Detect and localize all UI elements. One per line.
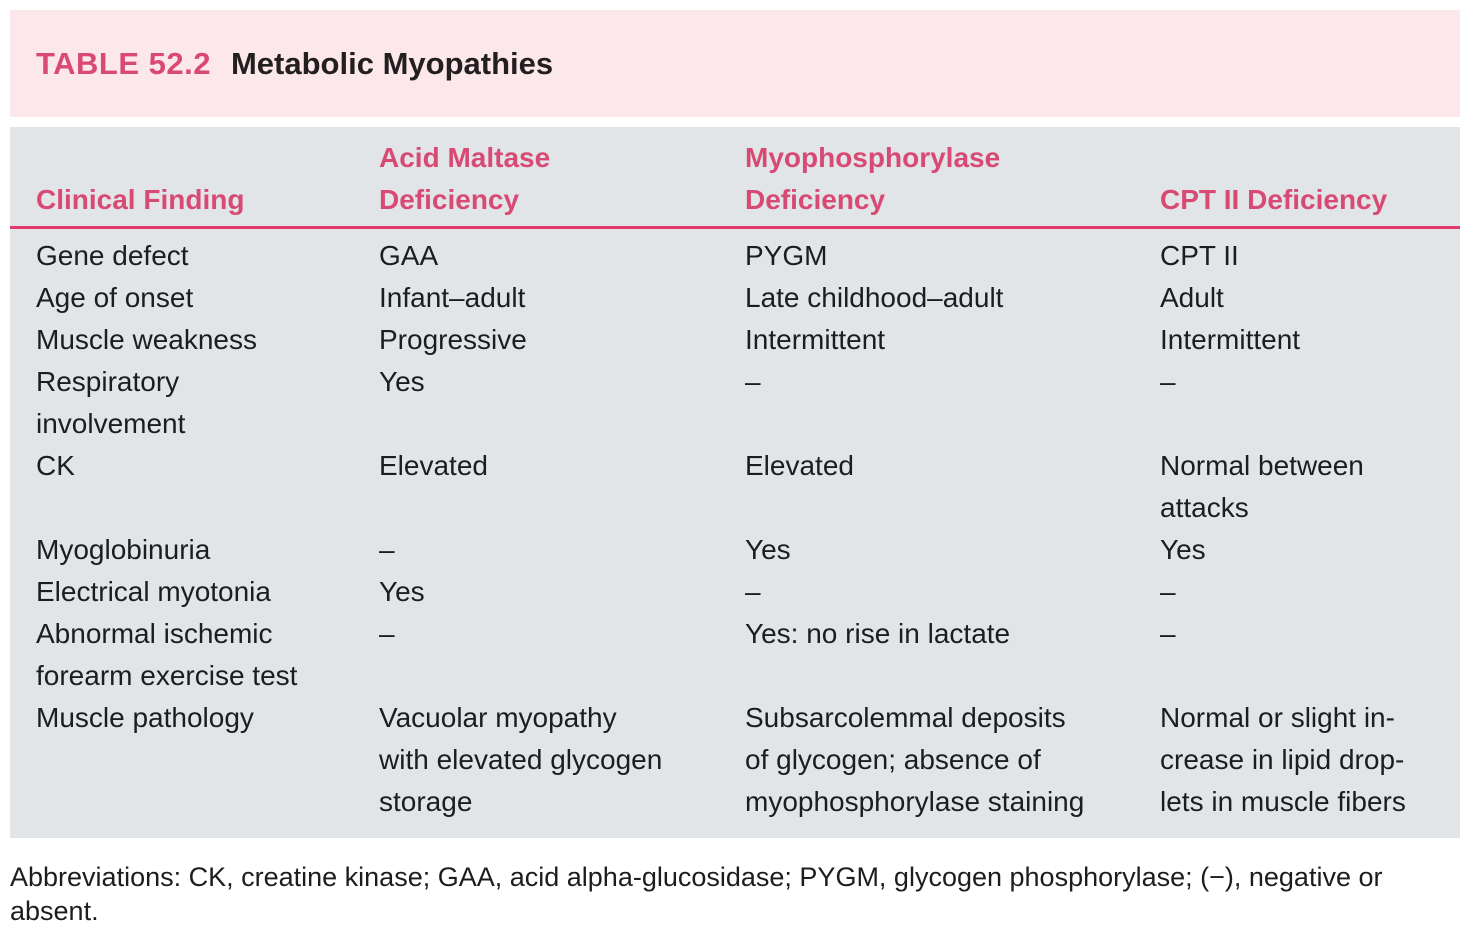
table-cell: – [1160, 576, 1176, 607]
table-row: Muscle pathology Vacuolar myopathy with … [10, 697, 1460, 823]
table-row: Respiratory involvement Yes – – [10, 361, 1460, 445]
table-cell: Yes [379, 366, 425, 397]
table-cell: Elevated [379, 450, 488, 481]
row-header-gene-defect: Gene defect [36, 240, 189, 271]
column-header-cpt-ii-deficiency: CPT II Deficiency [1160, 127, 1460, 229]
table-cell: Elevated [745, 450, 854, 481]
table-cell: PYGM [745, 240, 828, 271]
column-header-myophosphorylase-deficiency: Myophosphorylase Deficiency [745, 127, 1160, 229]
row-header-ck: CK [36, 450, 75, 481]
table-row: Electrical myotonia Yes – – [10, 571, 1460, 613]
table-cell: Vacuolar myopathy with elevated glycogen… [379, 702, 663, 817]
table-cell: – [1160, 618, 1176, 649]
table-cell: Yes [379, 576, 425, 607]
column-header-acid-maltase-deficiency: Acid Maltase Deficiency [379, 127, 745, 229]
table-cell: Infant–adult [379, 282, 526, 313]
table-row: Gene defect GAA PYGM CPT II [10, 228, 1460, 278]
table-cell: – [379, 534, 395, 565]
table-row: Myoglobinuria – Yes Yes [10, 529, 1460, 571]
table-cell: Intermittent [745, 324, 886, 355]
row-header-abnormal-ischemic-forearm-exercise-test: Abnormal ischemic forearm exercise test [36, 618, 298, 691]
column-header-clinical-finding: Clinical Finding [10, 127, 379, 229]
row-header-myoglobinuria: Myoglobinuria [36, 534, 211, 565]
table-cell: Progressive [379, 324, 527, 355]
row-header-respiratory-involvement: Respiratory involvement [36, 366, 186, 439]
table-row: Muscle weakness Progressive Intermittent… [10, 319, 1460, 361]
table-row: Age of onset Infant–adult Late childhood… [10, 277, 1460, 319]
row-header-electrical-myotonia: Electrical myotonia [36, 576, 271, 607]
abbreviations-footnote: Abbreviations: CK, creatine kinase; GAA,… [10, 862, 1383, 926]
row-header-muscle-weakness: Muscle weakness [36, 324, 257, 355]
table-row: Abnormal ischemic forearm exercise test … [10, 613, 1460, 697]
table-cell: – [745, 576, 761, 607]
table-cell: Normal or slight in- crease in lipid dro… [1160, 702, 1406, 817]
table-cell: Adult [1160, 282, 1224, 313]
row-header-muscle-pathology: Muscle pathology [36, 702, 254, 733]
table-title-band: TABLE 52.2 Metabolic Myopathies [10, 10, 1460, 117]
header-row: Clinical Finding Acid Maltase Deficiency… [10, 127, 1460, 229]
table-cell: – [745, 366, 761, 397]
table-cell: – [379, 618, 395, 649]
table-header: Clinical Finding Acid Maltase Deficiency… [10, 127, 1460, 229]
table-cell: – [1160, 366, 1176, 397]
table-number-label: TABLE 52.2 [36, 45, 211, 81]
table-cell: GAA [379, 240, 439, 271]
table-band: Clinical Finding Acid Maltase Deficiency… [10, 127, 1460, 838]
table-cell: Normal between attacks [1160, 450, 1364, 523]
table-title: Metabolic Myopathies [230, 45, 554, 81]
table-row: CK Elevated Elevated Normal between atta… [10, 445, 1460, 529]
table-cell: Yes [1160, 534, 1206, 565]
table-body: Gene defect GAA PYGM CPT II Age of onset… [10, 228, 1460, 824]
table-cell: Late childhood–adult [745, 282, 1004, 313]
table-cell: Yes [745, 534, 791, 565]
table-cell: Intermittent [1160, 324, 1301, 355]
table-cell: CPT II [1160, 240, 1239, 271]
table-cell: Yes: no rise in lactate [745, 618, 1011, 649]
table-cell: Subsarcolemmal deposits of glycogen; abs… [745, 702, 1085, 817]
row-header-age-of-onset: Age of onset [36, 282, 194, 313]
metabolic-myopathies-table: Clinical Finding Acid Maltase Deficiency… [10, 127, 1460, 823]
